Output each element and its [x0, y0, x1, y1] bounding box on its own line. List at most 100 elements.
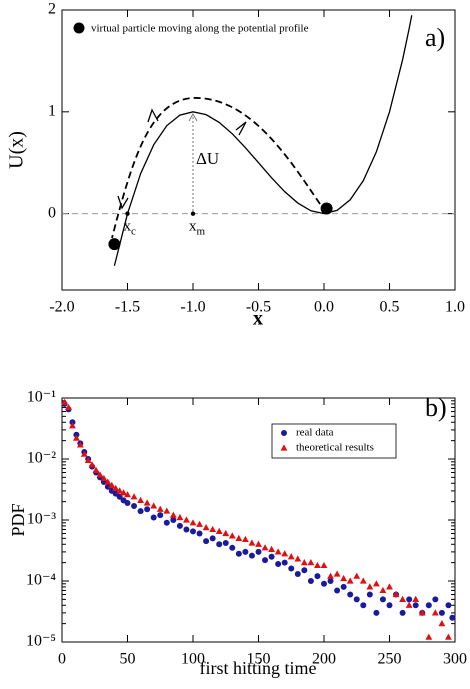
x-axis-label: first hitting time	[200, 658, 317, 678]
data-point	[189, 519, 197, 526]
data-point	[281, 559, 288, 566]
data-point	[406, 596, 413, 603]
data-point	[449, 614, 456, 621]
data-point	[131, 502, 138, 509]
data-point	[235, 534, 243, 541]
data-point	[333, 570, 341, 577]
data-point	[73, 434, 80, 441]
particle	[108, 238, 121, 251]
data-point	[112, 484, 120, 491]
delta-label: ΔU	[196, 149, 219, 168]
data-point	[261, 544, 269, 551]
x-tick-label: 300	[443, 651, 467, 668]
y-axis-label: PDF	[8, 503, 28, 536]
point-label: xm	[189, 219, 206, 237]
data-point	[176, 513, 184, 521]
data-point	[301, 567, 308, 574]
data-point	[288, 565, 295, 572]
data-point	[412, 602, 419, 609]
data-point	[360, 602, 367, 609]
data-point	[386, 583, 393, 590]
data-point	[209, 535, 216, 542]
point-label: xc	[124, 219, 137, 237]
data-point	[379, 586, 387, 594]
data-point	[379, 596, 386, 603]
data-point	[96, 471, 104, 478]
data-point	[88, 461, 96, 468]
panel-label: a)	[425, 23, 445, 52]
data-point	[242, 535, 249, 543]
data-point	[65, 403, 72, 411]
data-point	[438, 620, 446, 627]
legend-box	[271, 423, 397, 459]
data-point	[405, 601, 413, 608]
data-point	[144, 506, 151, 513]
data-point	[294, 571, 301, 578]
data-point	[307, 559, 315, 566]
data-point	[84, 456, 92, 463]
data-point	[373, 609, 380, 616]
data-point	[61, 398, 69, 405]
data-point	[327, 572, 334, 579]
data-point	[366, 583, 374, 590]
x-tick-label: -1.0	[180, 299, 205, 316]
data-point	[216, 541, 223, 548]
data-point	[386, 602, 393, 609]
x-tick-label: 0.5	[380, 299, 400, 316]
point-label-sub: c	[131, 225, 136, 237]
data-point	[170, 517, 177, 523]
data-point	[268, 545, 275, 552]
x-tick-label: 1.0	[445, 299, 465, 316]
y-tick-label: 10⁻³	[27, 511, 56, 528]
data-point	[300, 559, 308, 566]
data-point	[314, 573, 321, 580]
data-point	[334, 587, 341, 594]
data-point	[274, 548, 282, 555]
data-point	[242, 548, 249, 555]
data-point	[150, 502, 158, 509]
data-point	[150, 514, 157, 521]
data-point	[425, 633, 433, 640]
data-point	[418, 609, 426, 616]
x-tick-label: -2.0	[49, 299, 74, 316]
y-axis-label: U(x)	[6, 131, 28, 169]
data-point	[275, 560, 282, 567]
data-point	[116, 487, 124, 494]
data-point	[321, 580, 327, 587]
panel-label: b)	[425, 393, 447, 422]
data-point	[183, 526, 190, 533]
data-point	[143, 499, 151, 506]
data-point	[120, 489, 127, 496]
data-point	[183, 516, 190, 523]
legend-label: theoretical results	[296, 442, 374, 454]
data-point	[327, 578, 334, 584]
data-point	[281, 550, 289, 557]
x-tick-label: 150	[247, 651, 271, 668]
plot-frame	[61, 9, 456, 291]
data-point	[156, 505, 164, 512]
x-tick-label: 200	[312, 651, 336, 668]
data-point	[190, 528, 196, 535]
data-point	[163, 519, 170, 526]
guide-point	[190, 211, 196, 216]
legend-label: real data	[296, 427, 334, 439]
potential-curve	[113, 15, 413, 266]
legend-marker	[73, 22, 85, 34]
y-tick-label: 10⁻¹	[27, 389, 56, 406]
data-point	[320, 561, 328, 569]
data-point	[108, 481, 116, 488]
data-point	[104, 483, 111, 490]
x-tick-label: -1.5	[115, 299, 140, 316]
data-point	[432, 596, 439, 603]
data-point	[163, 507, 171, 514]
x-tick-label: 100	[181, 651, 205, 668]
point-label-sub: m	[197, 225, 206, 237]
data-point	[124, 499, 131, 506]
data-point	[248, 539, 256, 546]
x-axis-label: x	[253, 308, 263, 330]
data-point	[287, 553, 295, 560]
data-point	[92, 466, 100, 474]
legend-marker	[280, 444, 288, 451]
particle	[320, 202, 333, 215]
